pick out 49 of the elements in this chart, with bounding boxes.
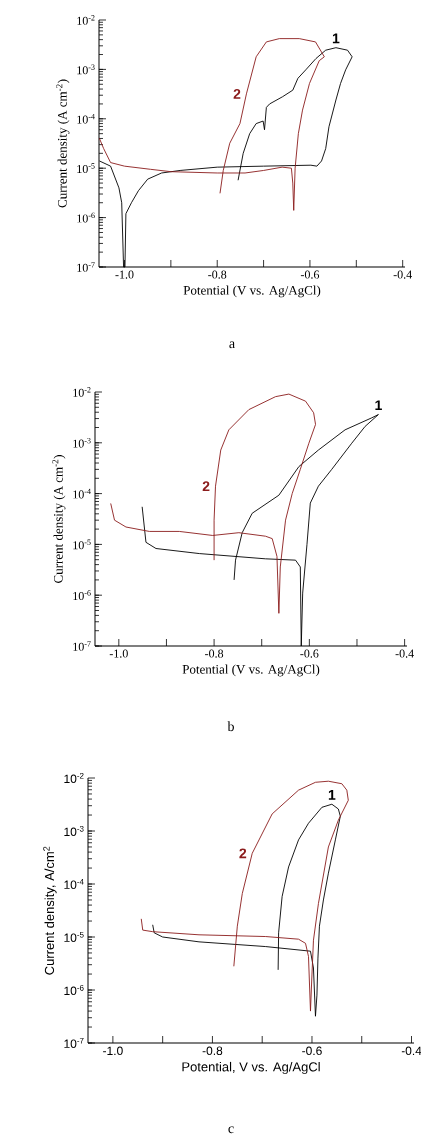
x-axis-title: Potential (V vs. Ag/AgCl) (182, 664, 320, 677)
x-tick-label: -1.0 (109, 649, 128, 658)
y-tick-label: 10$^{-5}$ (77, 163, 95, 174)
x-tick-label: -0.8 (202, 1046, 223, 1056)
y-tick-label: 10$^{-6}$ (77, 212, 95, 223)
line-series (99, 38, 325, 211)
series-label: 2 (239, 848, 247, 859)
y-axis-title: Current density (A cm$^{-2}$) (56, 79, 70, 208)
text: c (228, 1126, 234, 1134)
y-tick-label: 10$^{-3}$ (77, 64, 95, 75)
series-label: 1 (375, 400, 382, 411)
y-tick-label: 10$^{-2}$ (64, 772, 84, 784)
x-tick-label: -1.0 (103, 1046, 123, 1056)
x-tick-label: -1.0 (115, 270, 134, 279)
series-label: 1 (328, 790, 336, 800)
x-axis-title: Potential (V vs. Ag/AgCl) (183, 285, 321, 298)
y-tick-label: 10$^{-7}$ (64, 1038, 84, 1048)
x-tick-label: -0.8 (208, 270, 227, 279)
text: a (229, 341, 235, 349)
y-tick-label: 10$^{-7}$ (73, 641, 91, 651)
y-tick-label: 10$^{-4}$ (77, 113, 95, 124)
y-tick-label: 10$^{-4}$ (73, 488, 91, 499)
line-series (140, 780, 349, 1012)
y-tick-label: 10$^{-6}$ (64, 984, 84, 996)
y-tick-label: 10$^{-3}$ (73, 437, 91, 448)
x-tick-label: -0.6 (300, 649, 319, 658)
x-tick-label: -0.6 (300, 270, 320, 279)
line-series (110, 393, 316, 614)
y-axis-title: Current density (A cm$^{-2}$) (52, 455, 66, 583)
y-tick-label: 10$^{-6}$ (73, 590, 91, 601)
x-tick-label: -0.4 (401, 1046, 421, 1056)
y-axis-title: Current density, A/cm$^{2}$ (43, 846, 57, 975)
series-label: 1 (332, 33, 340, 44)
y-tick-label: 10$^{-2}$ (77, 15, 95, 25)
x-tick-label: -0.4 (393, 270, 412, 279)
line-series (152, 803, 341, 1017)
y-tick-label: 10$^{-3}$ (64, 825, 84, 837)
x-tick-label: -0.4 (395, 649, 414, 658)
x-tick-label: -0.6 (302, 1046, 322, 1056)
series-label: 2 (202, 481, 210, 492)
y-tick-label: 10$^{-7}$ (77, 262, 95, 272)
x-axis-title: Potential, V vs. Ag/AgCl (182, 1061, 320, 1075)
y-tick-label: 10$^{-4}$ (64, 879, 84, 889)
series-label: 2 (233, 88, 241, 99)
y-tick-label: 10$^{-5}$ (64, 932, 84, 942)
y-tick-label: 10$^{-2}$ (73, 387, 91, 397)
x-tick-label: -0.8 (205, 649, 224, 658)
y-tick-label: 10$^{-5}$ (73, 539, 91, 550)
text: b (227, 721, 234, 732)
